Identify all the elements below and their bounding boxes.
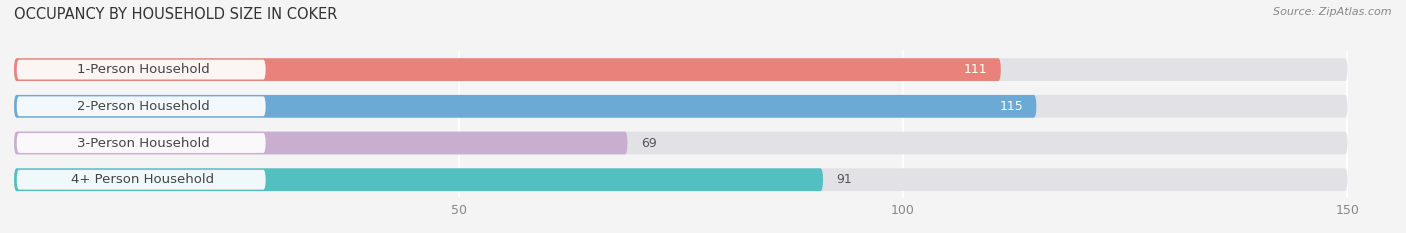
Text: 1-Person Household: 1-Person Household <box>76 63 209 76</box>
FancyBboxPatch shape <box>14 168 1347 191</box>
FancyBboxPatch shape <box>17 60 266 79</box>
FancyBboxPatch shape <box>17 133 266 153</box>
FancyBboxPatch shape <box>14 95 1347 118</box>
FancyBboxPatch shape <box>14 132 627 154</box>
FancyBboxPatch shape <box>14 168 823 191</box>
Text: 69: 69 <box>641 137 657 150</box>
FancyBboxPatch shape <box>14 58 1347 81</box>
Text: 91: 91 <box>837 173 852 186</box>
Text: 3-Person Household: 3-Person Household <box>76 137 209 150</box>
FancyBboxPatch shape <box>17 170 266 190</box>
FancyBboxPatch shape <box>14 58 1001 81</box>
Text: 111: 111 <box>965 63 987 76</box>
Text: 2-Person Household: 2-Person Household <box>76 100 209 113</box>
FancyBboxPatch shape <box>14 95 1036 118</box>
Text: 4+ Person Household: 4+ Person Household <box>72 173 215 186</box>
Text: OCCUPANCY BY HOUSEHOLD SIZE IN COKER: OCCUPANCY BY HOUSEHOLD SIZE IN COKER <box>14 7 337 22</box>
Text: 115: 115 <box>1000 100 1024 113</box>
Text: Source: ZipAtlas.com: Source: ZipAtlas.com <box>1274 7 1392 17</box>
FancyBboxPatch shape <box>17 96 266 116</box>
FancyBboxPatch shape <box>14 132 1347 154</box>
